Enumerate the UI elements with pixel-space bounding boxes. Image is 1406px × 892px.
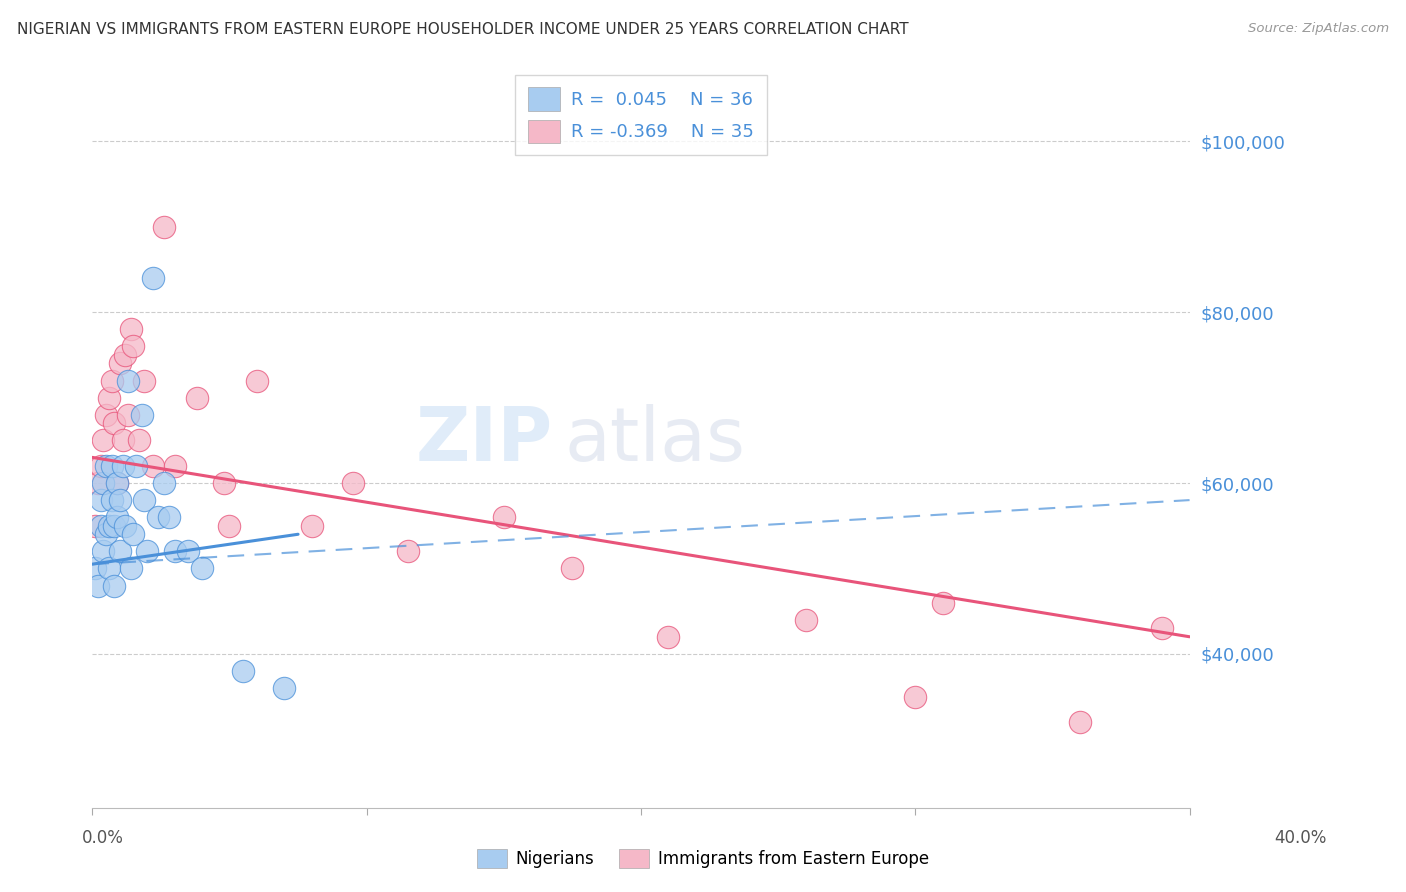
Point: [131, 408, 153, 422]
Point: [125, 458, 148, 473]
Point: [134, 493, 156, 508]
Point: [87, 578, 110, 592]
Point: [90, 518, 112, 533]
Point: [186, 391, 208, 405]
Point: [931, 596, 953, 610]
Point: [163, 458, 186, 473]
Point: [120, 322, 142, 336]
Point: [100, 458, 122, 473]
Point: [84, 561, 107, 575]
Point: [146, 510, 169, 524]
Point: [103, 518, 125, 533]
Point: [94, 527, 117, 541]
Point: [273, 681, 295, 695]
Text: 0.0%: 0.0%: [82, 829, 124, 847]
Point: [136, 544, 159, 558]
Point: [122, 339, 145, 353]
Point: [191, 561, 214, 575]
Point: [94, 408, 117, 422]
Point: [105, 475, 128, 490]
Point: [120, 561, 142, 575]
Point: [90, 493, 112, 508]
Point: [100, 374, 122, 388]
Point: [904, 690, 927, 704]
Point: [111, 434, 134, 448]
Point: [396, 544, 419, 558]
Point: [91, 434, 114, 448]
Point: [246, 374, 269, 388]
Point: [105, 475, 128, 490]
Point: [794, 613, 817, 627]
Text: 40.0%: 40.0%: [1274, 829, 1327, 847]
Point: [97, 561, 120, 575]
Point: [103, 416, 125, 430]
Point: [218, 518, 240, 533]
Point: [1069, 715, 1091, 730]
Point: [108, 493, 131, 508]
Point: [97, 518, 120, 533]
Point: [157, 510, 180, 524]
Point: [108, 544, 131, 558]
Point: [90, 458, 112, 473]
Point: [91, 475, 114, 490]
Text: atlas: atlas: [564, 404, 745, 477]
Point: [212, 475, 235, 490]
Point: [87, 475, 110, 490]
Text: ZIP: ZIP: [416, 404, 553, 477]
Point: [163, 544, 186, 558]
Point: [134, 374, 156, 388]
Point: [232, 664, 254, 678]
Point: [100, 493, 122, 508]
Point: [142, 458, 165, 473]
Point: [1152, 621, 1174, 635]
Point: [94, 458, 117, 473]
Point: [111, 458, 134, 473]
Point: [97, 391, 120, 405]
Legend: Nigerians, Immigrants from Eastern Europe: Nigerians, Immigrants from Eastern Europ…: [471, 842, 935, 875]
Point: [492, 510, 515, 524]
Point: [657, 630, 679, 644]
Point: [177, 544, 200, 558]
Point: [117, 374, 139, 388]
Point: [301, 518, 323, 533]
Point: [103, 578, 125, 592]
Point: [108, 356, 131, 370]
Point: [105, 510, 128, 524]
Legend: R =  0.045    N = 36, R = -0.369    N = 35: R = 0.045 N = 36, R = -0.369 N = 35: [515, 75, 766, 155]
Text: NIGERIAN VS IMMIGRANTS FROM EASTERN EUROPE HOUSEHOLDER INCOME UNDER 25 YEARS COR: NIGERIAN VS IMMIGRANTS FROM EASTERN EURO…: [17, 22, 908, 37]
Point: [117, 408, 139, 422]
Point: [91, 544, 114, 558]
Text: Source: ZipAtlas.com: Source: ZipAtlas.com: [1249, 22, 1389, 36]
Point: [122, 527, 145, 541]
Point: [84, 518, 107, 533]
Point: [142, 271, 165, 285]
Point: [152, 475, 174, 490]
Point: [152, 219, 174, 234]
Point: [342, 475, 364, 490]
Point: [114, 518, 136, 533]
Point: [114, 348, 136, 362]
Point: [128, 434, 150, 448]
Point: [561, 561, 583, 575]
